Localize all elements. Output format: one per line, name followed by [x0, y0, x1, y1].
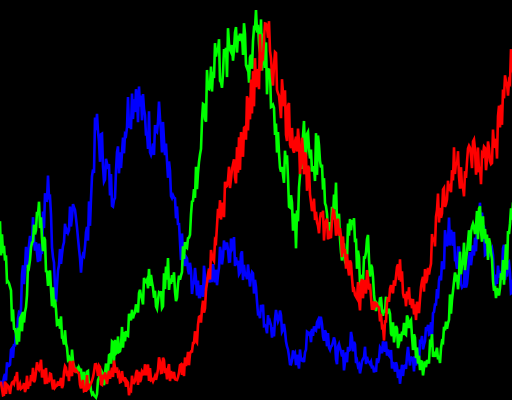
series-line-1 [0, 86, 512, 388]
